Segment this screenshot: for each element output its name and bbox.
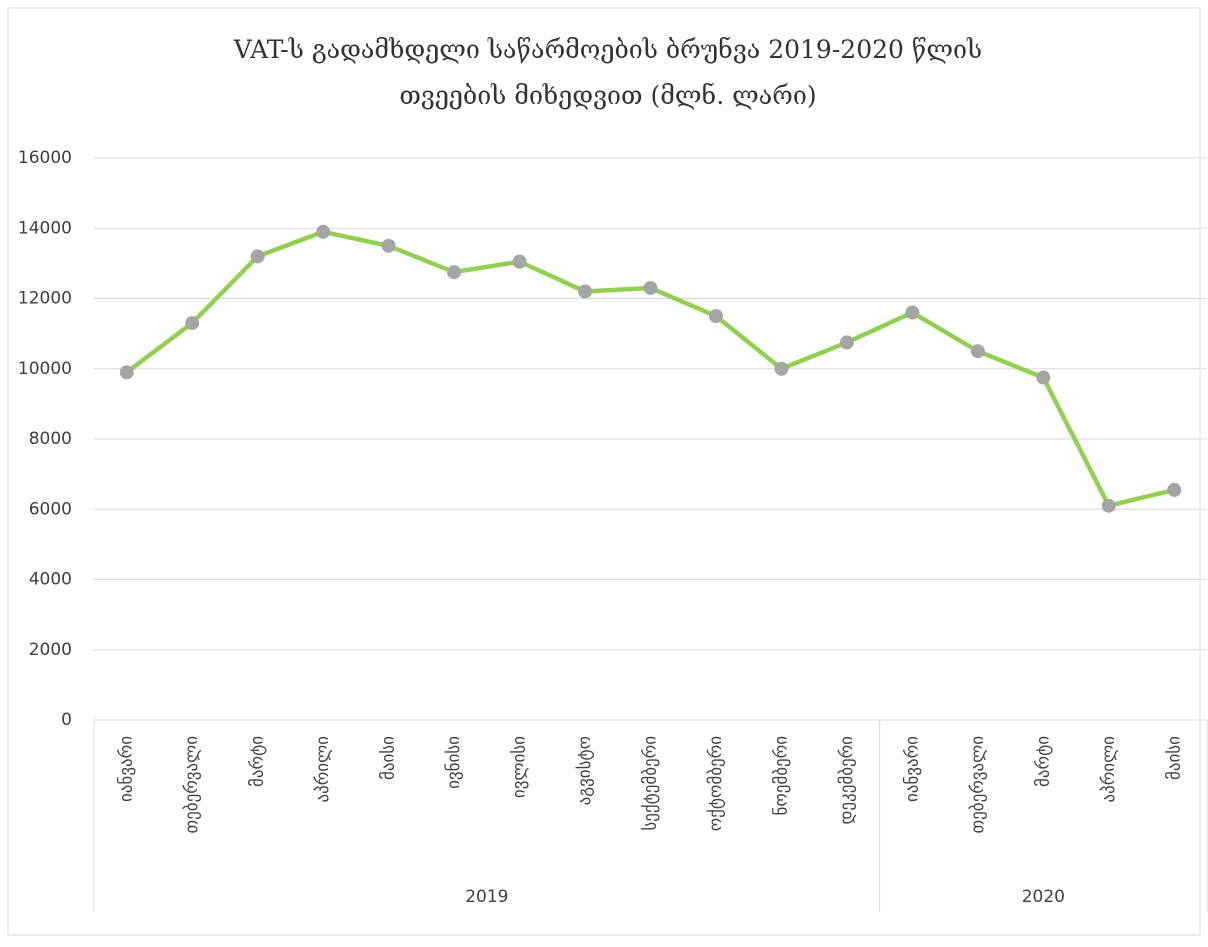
data-point [1101,498,1116,513]
data-point [1036,370,1051,385]
x-tick-label: ივნისი [444,736,464,789]
data-point [970,344,985,359]
x-tick-label: მარტი [248,736,268,787]
data-point [578,284,593,299]
data-point [185,316,200,331]
data-point [1167,482,1182,497]
x-tick-label: ივლისი [510,736,530,798]
x-tick-label: აპრილი [1099,736,1119,803]
y-tick-label: 8000 [29,429,72,449]
x-tick-label: ნოემბერი [771,736,791,816]
x-tick-label: თებერვალი [968,736,988,833]
y-tick-label: 16000 [18,148,72,168]
x-tick-label: ოქტომბერი [706,736,726,831]
x-tick-label: მაისი [379,736,399,780]
chart-title: თვეების მიხედვით (მლნ. ლარი) [399,81,816,110]
chart-border [7,7,1201,936]
data-point [708,309,723,324]
y-tick-label: 0 [61,710,72,730]
data-point [381,238,396,253]
x-group-label: 2019 [465,887,508,907]
x-tick-label: იანვარი [117,736,137,802]
y-tick-label: 2000 [29,640,72,660]
y-tick-label: 10000 [18,359,72,379]
chart-title: VAT-ს გადამხდელი საწარმოების ბრუნვა 2019… [233,35,982,64]
x-tick-label: სექტემბერი [641,736,661,831]
x-tick-label: მაისი [1164,736,1184,780]
data-point [316,224,331,239]
data-point [512,254,527,269]
x-tick-label: იანვარი [902,736,922,802]
data-point [447,265,462,280]
x-tick-label: თებერვალი [182,736,202,833]
y-tick-label: 14000 [18,218,72,238]
x-tick-label: მარტი [1033,736,1053,787]
x-tick-label: დეკემბერი [837,736,857,825]
data-point [774,361,789,376]
x-tick-label: აგვისტო [575,736,595,805]
data-point [119,365,134,380]
x-tick-label: აპრილი [313,736,333,803]
data-point [905,305,920,320]
data-point [839,335,854,350]
data-point [643,280,658,295]
y-tick-label: 6000 [29,499,72,519]
y-tick-label: 4000 [29,570,72,590]
y-tick-label: 12000 [18,289,72,309]
data-point [250,249,265,264]
x-group-label: 2020 [1022,887,1065,907]
